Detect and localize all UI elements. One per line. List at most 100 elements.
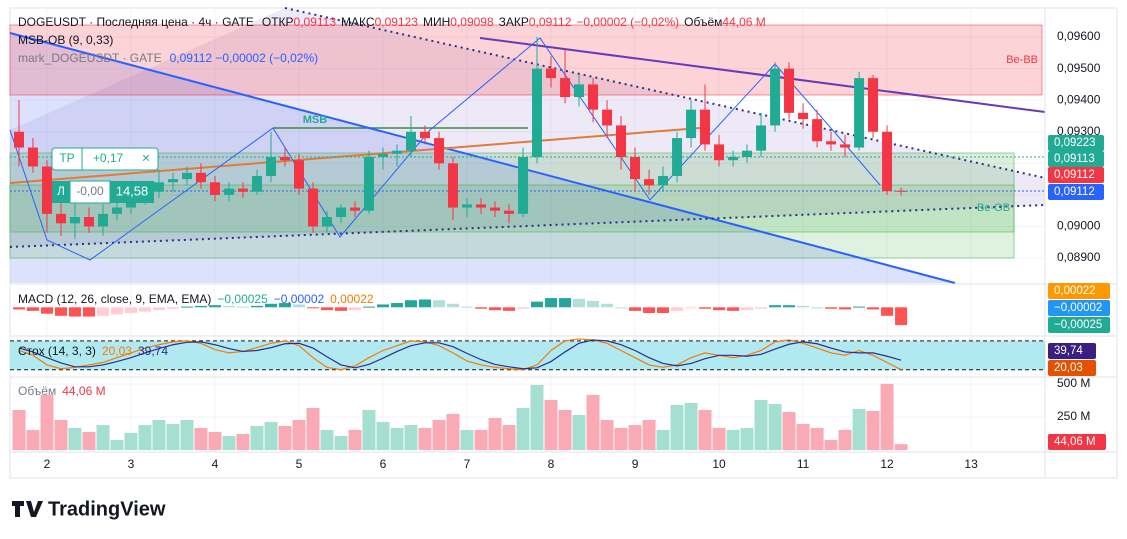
volume-bar [600, 420, 614, 450]
macd-bar [349, 307, 362, 311]
macd-bar [475, 307, 488, 309]
macd-bar [461, 306, 474, 308]
tp-box[interactable] [51, 147, 159, 171]
volume-bar [740, 427, 754, 450]
macd-bar [433, 300, 446, 308]
volume-bar [474, 429, 488, 450]
macd-bar [699, 307, 712, 309]
volume-bar [642, 420, 656, 450]
x-tick-label: 7 [464, 457, 471, 471]
macd-legend: MACD (12, 26, close, 9, EMA, EMA) −0,0002… [18, 292, 374, 306]
x-tick-label: 3 [128, 457, 135, 471]
macd-bar [530, 301, 543, 308]
macd-bar [517, 307, 530, 309]
label: МАКС [341, 15, 375, 29]
candle-body [700, 109, 711, 145]
macd-bar [54, 307, 67, 316]
macd-bar [559, 298, 572, 308]
macd-bar [26, 307, 39, 311]
tp-value: +0,17 [93, 151, 124, 165]
y-tick-label: 0,09300 [1057, 124, 1101, 138]
macd-bar [503, 307, 516, 311]
volume-bar [152, 420, 166, 450]
macd-bar [867, 307, 880, 310]
label: ОТКР [262, 15, 294, 29]
candle-body [714, 144, 725, 161]
candle-body [840, 144, 851, 148]
label: Объём [18, 384, 56, 398]
value: −0,00025 [217, 292, 268, 306]
macd-bar [334, 307, 347, 311]
macd-bar [194, 305, 207, 308]
candle-body [308, 188, 319, 227]
qty: 14,58 [116, 183, 149, 198]
candle-body [153, 182, 164, 192]
candle-body [644, 179, 655, 186]
volume-bar [250, 425, 264, 450]
volume-bar [138, 425, 152, 450]
macd-bar [615, 307, 628, 309]
volume-bar [54, 420, 68, 450]
volume-bar [432, 420, 446, 450]
zigzag [9, 37, 881, 261]
volume-bar [404, 425, 418, 450]
candle-body [588, 84, 599, 110]
badge [1048, 184, 1104, 200]
volume-bar [166, 423, 180, 450]
value: 39,74 [138, 344, 168, 358]
volume-bar [852, 408, 866, 450]
x-tick-label: 10 [712, 457, 726, 471]
macd-bar [587, 300, 600, 308]
volume-bar [180, 420, 194, 450]
volume-bar [460, 429, 474, 450]
macd-bar [208, 305, 221, 308]
candle-body [69, 217, 80, 224]
value: 0,09113 [294, 15, 337, 29]
macd-bar [895, 307, 908, 326]
macd-bar [488, 307, 501, 311]
badge-text: 0,09112 [1054, 169, 1095, 181]
annotation: Be-OB [977, 202, 1010, 214]
candle-body [658, 175, 669, 186]
candle-body [896, 190, 907, 192]
pane-separators [10, 8, 1117, 478]
y-tick-label: 0,08900 [1057, 250, 1101, 264]
x-tick-label: 2 [44, 457, 51, 471]
candle-body [546, 68, 557, 79]
macd-bar [96, 307, 109, 316]
candle-body [392, 150, 403, 154]
volume-bar [824, 439, 838, 450]
candle-body [195, 172, 206, 183]
candle-body [363, 157, 374, 211]
candle-body [602, 109, 613, 126]
macd-bar [391, 303, 404, 308]
volume-bar [264, 421, 278, 450]
candle-body [111, 207, 122, 214]
volume-bar [208, 432, 222, 450]
symbol: mark_DOGEUSDT · GATE [18, 51, 162, 65]
macd-bar [419, 299, 432, 308]
macd-bar [278, 303, 291, 308]
badge-text: 0,09113 [1054, 153, 1095, 165]
channel-line [284, 7, 1046, 179]
close-button[interactable]: × [142, 150, 150, 166]
volume-bar [194, 427, 208, 450]
label: Стох (14, 3, 3) [18, 344, 96, 358]
macd-bar [12, 307, 25, 310]
volume-legend: Объём 44,06 M [18, 384, 106, 398]
candle-body [728, 157, 739, 161]
value: 0,09112 −0,00002 (−0,02%) [170, 51, 319, 65]
macd-bar [362, 306, 375, 308]
candle-body [321, 217, 332, 227]
ob-zone [9, 184, 1015, 259]
macd-bar [404, 300, 417, 308]
logo [12, 501, 43, 517]
macd-bar [40, 307, 53, 314]
legend: DOGEUSDT · Последняя цена · 4ч · GATE ОТК… [18, 15, 766, 398]
badge-text: 0,09223 [1054, 137, 1096, 149]
volume-bar [124, 432, 138, 450]
candle-body [686, 109, 697, 139]
macd-bar [152, 307, 165, 311]
candle-body [167, 179, 178, 183]
macd-bar [307, 307, 320, 309]
